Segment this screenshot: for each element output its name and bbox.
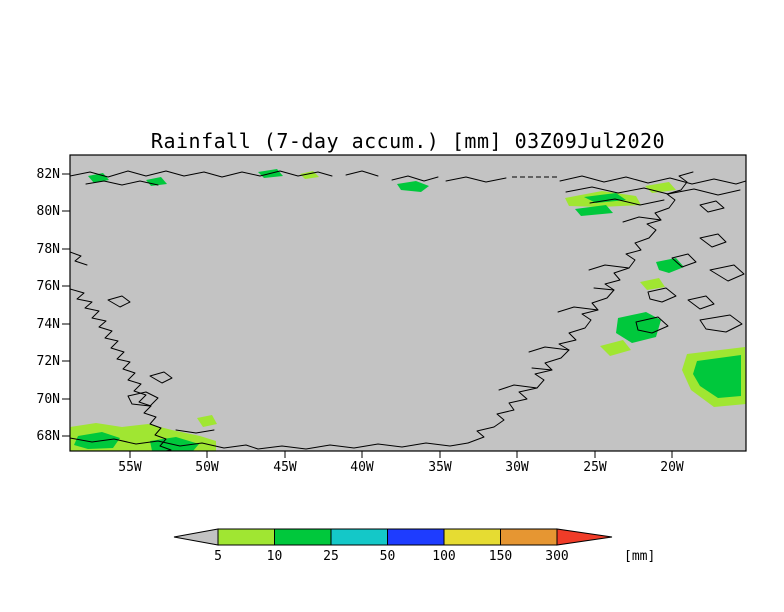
island-west3 [107,295,131,308]
fjord-east1 [498,384,538,391]
lat-tick-label: 76N [37,279,60,294]
fjord-east2 [528,346,570,353]
coastline-west-main [70,288,172,451]
fjord-east7 [593,287,615,291]
lat-tick-label: 72N [37,354,60,369]
lat-tick-label: 68N [37,429,60,444]
rain-patch-east4 [600,340,631,356]
island-ne [699,200,725,213]
colorbar-arrow-left [173,528,219,546]
rain-patch-sw-green1 [74,432,120,449]
lon-tick-label: 30W [505,460,529,475]
rain-patch-ne-green [584,193,626,203]
rain-patch-east3 [616,312,661,343]
lon-tick-label: 25W [583,460,607,475]
coastline-ne-inner1 [565,186,741,196]
map-frame [69,154,747,452]
island-east4 [699,233,727,248]
rain-patch-sw-speck [197,415,217,427]
island-east3 [687,295,715,310]
colorbar-seg-10-25 [274,528,332,546]
fjord-east4 [588,264,630,271]
coastline-south-west-inner [175,429,215,434]
rain-patch-east2 [640,278,665,290]
coastline-north-west [70,170,333,178]
coastline-south-middle [257,442,469,450]
colorbar-label-100: 100 [432,549,455,564]
lat-tick-label: 80N [37,204,60,219]
island-west1 [127,391,159,407]
coastline-west-frag [70,251,88,266]
coastline-north-frag1 [345,170,379,177]
colorbar-unit-label: [mm] [624,549,655,564]
lon-tick-label: 20W [660,460,684,475]
rain-patch-north5 [397,181,429,192]
colorbar-label-300: 300 [545,549,568,564]
colorbar-seg-50-100 [387,528,445,546]
lat-axis: 82N 80N 78N 76N 74N 72N 70N 68N [37,167,70,444]
rain-patch-ne-green2 [575,205,613,216]
lat-tick-label: 70N [37,392,60,407]
lon-tick-label: 35W [428,460,452,475]
colorbar-label-25: 25 [323,549,339,564]
fjord-east6 [531,367,553,371]
fjord-east5 [622,216,662,223]
lon-axis: 55W 50W 45W 40W 35W 30W 25W 20W [118,451,684,475]
rain-patch-sw-green2 [150,437,199,451]
coastline-south-west [70,437,259,450]
colorbar-label-50: 50 [380,549,396,564]
colorbar-label-150: 150 [489,549,512,564]
rain-patch-fareast-green [693,355,741,398]
island-east1 [647,287,677,303]
colorbar-seg-25-50 [330,528,388,546]
coastlines [70,170,746,451]
rain-patch-east1 [656,258,684,273]
island-east5 [635,316,669,334]
map-background [70,155,746,451]
fjord-east3 [557,306,599,313]
lon-tick-label: 50W [195,460,219,475]
colorbar: 5 10 25 50 100 150 300 [mm] [173,528,655,564]
island-west2 [149,371,173,384]
lon-tick-label: 55W [118,460,142,475]
lat-tick-label: 74N [37,317,60,332]
coastline-north-east [559,175,746,185]
colorbar-seg-150-300 [500,528,558,546]
coastline-north-frag3 [445,176,507,183]
chart-title: Rainfall (7-day accum.) [mm] 03Z09Jul202… [151,129,665,153]
colorbar-label-10: 10 [267,549,283,564]
colorbar-arrow-right [556,528,613,546]
colorbar-seg-100-150 [443,528,501,546]
lat-tick-label: 78N [37,242,60,257]
colorbar-label-5: 5 [214,549,222,564]
lon-tick-label: 45W [273,460,297,475]
island-east7 [709,264,745,282]
lat-tick-label: 82N [37,167,60,182]
coastline-north-frag2 [391,175,439,182]
island-east2 [671,253,697,268]
coastline-north-west-inner [85,180,159,186]
colorbar-seg-5-10 [217,528,275,546]
lon-tick-label: 40W [350,460,374,475]
rainfall-patches [70,169,746,451]
island-east6 [699,314,743,333]
coastline-ne-inner2 [589,198,665,206]
